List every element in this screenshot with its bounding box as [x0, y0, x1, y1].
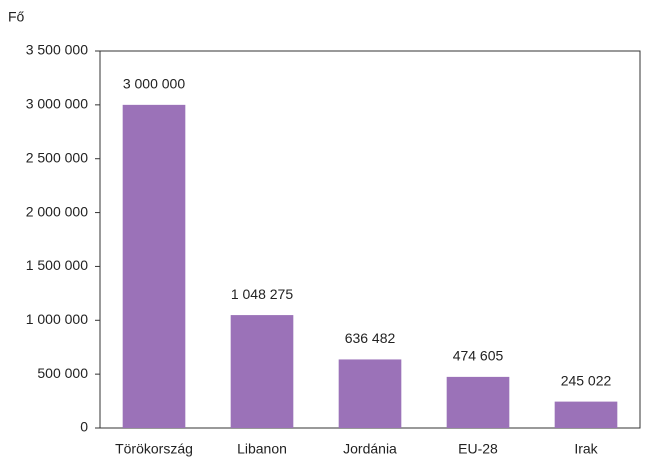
data-label: 3 000 000 — [123, 76, 185, 92]
y-tick-label: 3 500 000 — [26, 42, 88, 58]
y-tick-label: 1 000 000 — [26, 311, 88, 327]
y-tick-label: 500 000 — [37, 365, 88, 381]
bar — [122, 104, 186, 428]
y-axis-label: Fő — [8, 9, 25, 25]
bar — [338, 359, 402, 428]
x-tick-label: Jordánia — [343, 441, 397, 457]
y-tick-label: 0 — [80, 419, 88, 435]
y-tick-label: 2 500 000 — [26, 149, 88, 165]
data-label: 636 482 — [345, 330, 396, 346]
x-tick-label: EU-28 — [458, 441, 498, 457]
y-tick-label: 3 000 000 — [26, 96, 88, 112]
y-tick-label: 1 500 000 — [26, 257, 88, 273]
bar — [554, 401, 618, 428]
data-label: 474 605 — [453, 348, 504, 364]
data-label: 1 048 275 — [231, 286, 293, 302]
y-tick-label: 2 000 000 — [26, 203, 88, 219]
bar — [230, 315, 294, 428]
bar — [446, 376, 510, 428]
x-tick-label: Libanon — [237, 441, 287, 457]
data-label: 245 022 — [561, 372, 612, 388]
x-tick-label: Irak — [574, 441, 598, 457]
x-tick-label: Törökország — [115, 441, 193, 457]
